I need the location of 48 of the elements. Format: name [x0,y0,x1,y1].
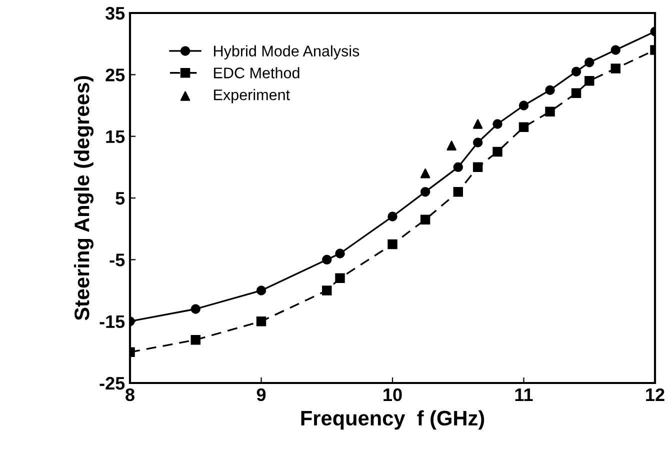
point [256,286,266,296]
point [453,186,463,197]
point [610,64,620,74]
point [545,106,555,117]
legend-label: EDC Method [214,67,300,78]
x-tick-label: 10 [384,388,402,402]
y-tick-label: 25 [106,68,125,82]
point [492,119,502,129]
point [420,168,430,178]
point [335,248,345,258]
y-tick-label: 15 [106,130,125,144]
point [571,88,582,98]
point [584,57,594,68]
point [335,273,345,284]
point [388,212,398,222]
legend-label: Hybrid Mode Analysis [214,45,360,60]
legend-label: Experiment [214,89,290,104]
point [610,45,620,55]
x-axis-title: Frequency f (GHz) [301,410,484,430]
point [446,140,456,150]
point [545,85,555,95]
x-tick-label: 8 [126,388,134,402]
point [190,334,200,345]
x-tick-label: 9 [256,388,266,402]
point [472,119,483,129]
point [518,100,529,110]
y-axis-title: Steering Angle (degrees) [74,76,94,320]
point [322,254,332,265]
y-tick-label: 5 [116,192,125,205]
y-tick-label: -5 [110,254,125,266]
point [472,162,483,172]
y-tick-label: -15 [100,315,125,328]
point [472,138,483,148]
point [584,76,594,86]
point [388,239,398,250]
point [190,304,200,314]
y-tick-label: 35 [105,6,125,20]
point [322,286,332,296]
point [453,162,463,172]
x-tick-label: 11 [515,388,533,401]
point [420,214,430,224]
point [256,316,266,326]
point [571,66,582,76]
point [492,146,502,157]
x-tick-label: 12 [646,388,664,401]
point [420,186,430,197]
y-tick-label: -25 [100,376,125,390]
point [518,122,529,132]
